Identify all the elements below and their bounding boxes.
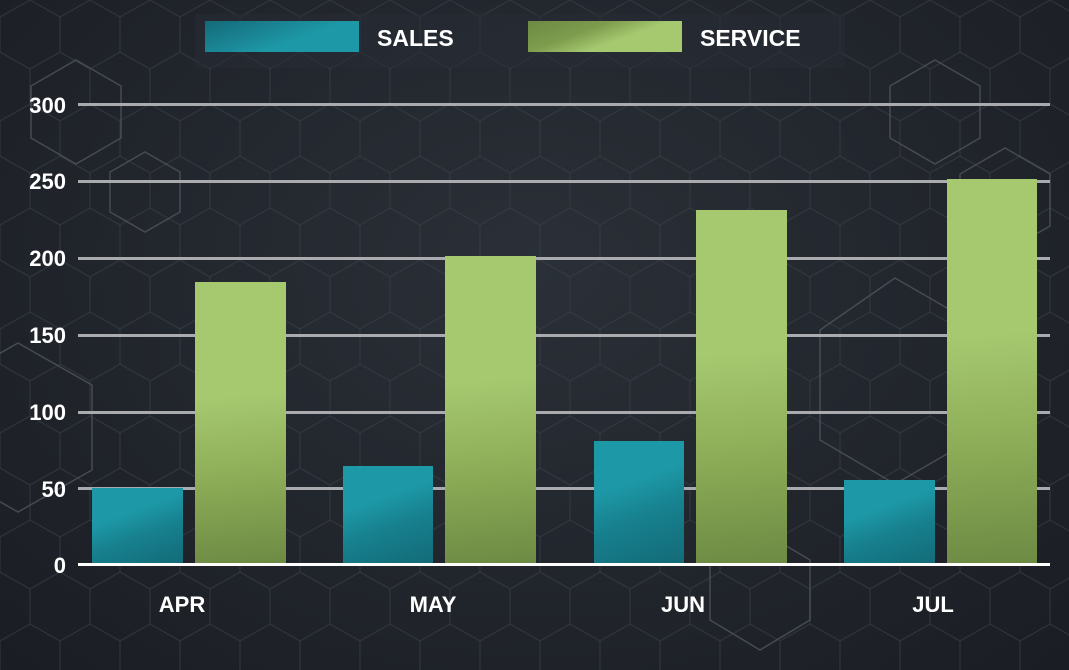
bar-may-service — [445, 256, 536, 565]
chart-legend: SALES SERVICE — [195, 14, 845, 68]
x-tick-jun: JUN — [660, 592, 705, 617]
legend-label-service: SERVICE — [700, 25, 801, 51]
legend-swatch-service — [528, 21, 682, 52]
bar-jun-service — [696, 210, 787, 565]
y-tick-0: 0 — [53, 553, 66, 578]
gridline-250 — [78, 180, 1050, 183]
x-axis-baseline — [78, 563, 1050, 566]
bar-jul-sales — [844, 480, 935, 565]
gridline-300 — [78, 103, 1050, 106]
bar-jun-sales — [594, 441, 684, 565]
x-tick-may: MAY — [409, 592, 457, 617]
gridline-50 — [78, 487, 1050, 490]
gridline-200 — [78, 257, 1050, 260]
legend-swatch-sales — [205, 21, 359, 52]
y-tick-200: 200 — [29, 246, 66, 271]
gridline-100 — [78, 411, 1050, 414]
bar-apr-sales — [92, 488, 183, 565]
bar-may-sales — [343, 466, 433, 565]
bar-apr-service — [195, 282, 286, 565]
y-tick-100: 100 — [29, 400, 66, 425]
x-tick-jul: JUL — [912, 592, 954, 617]
y-tick-250: 250 — [29, 169, 66, 194]
x-tick-apr: APR — [158, 592, 206, 617]
y-tick-150: 150 — [29, 323, 66, 348]
bar-jul-service — [947, 179, 1037, 565]
y-tick-50: 50 — [41, 477, 66, 502]
gridline-150 — [78, 334, 1050, 337]
legend-label-sales: SALES — [377, 25, 454, 51]
y-tick-300: 300 — [29, 93, 66, 118]
